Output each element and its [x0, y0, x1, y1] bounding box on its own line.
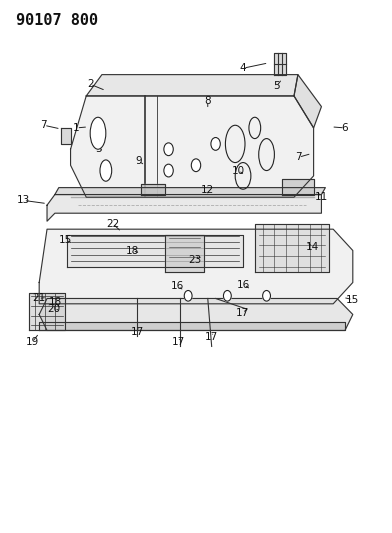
- Polygon shape: [67, 235, 243, 266]
- Text: 7: 7: [296, 152, 302, 162]
- Polygon shape: [55, 188, 325, 195]
- Polygon shape: [29, 293, 65, 330]
- Text: 22: 22: [106, 219, 120, 229]
- Polygon shape: [39, 229, 353, 304]
- Text: 21: 21: [32, 294, 45, 303]
- Text: 12: 12: [201, 185, 214, 195]
- Ellipse shape: [90, 117, 106, 149]
- Polygon shape: [255, 224, 329, 272]
- Polygon shape: [47, 195, 321, 221]
- Text: 15: 15: [59, 235, 73, 245]
- Text: 23: 23: [189, 255, 202, 265]
- Text: 18: 18: [126, 246, 139, 255]
- Text: 17: 17: [205, 332, 218, 342]
- Circle shape: [191, 159, 201, 172]
- Text: 17: 17: [131, 327, 144, 336]
- Polygon shape: [39, 298, 353, 330]
- Polygon shape: [61, 128, 71, 144]
- Text: 17: 17: [236, 308, 249, 318]
- Text: 16: 16: [237, 280, 250, 289]
- Text: 17: 17: [172, 337, 185, 347]
- Polygon shape: [39, 322, 345, 330]
- Polygon shape: [282, 179, 314, 195]
- Circle shape: [223, 290, 231, 301]
- Polygon shape: [294, 75, 321, 128]
- Text: 1: 1: [73, 123, 80, 133]
- Circle shape: [263, 290, 270, 301]
- Text: 15: 15: [346, 295, 359, 304]
- Text: 2: 2: [87, 79, 93, 89]
- Text: 19: 19: [25, 337, 39, 347]
- Polygon shape: [86, 75, 298, 96]
- Text: 18: 18: [49, 297, 62, 307]
- Circle shape: [164, 164, 173, 177]
- Text: 16: 16: [171, 281, 184, 291]
- Text: 14: 14: [306, 242, 319, 252]
- Text: 6: 6: [342, 123, 348, 133]
- Text: 5: 5: [273, 82, 279, 91]
- Circle shape: [184, 290, 192, 301]
- Text: 10: 10: [232, 166, 245, 175]
- Text: 90107 800: 90107 800: [16, 13, 98, 28]
- Polygon shape: [71, 96, 314, 197]
- Text: 4: 4: [240, 63, 246, 73]
- Text: 11: 11: [315, 192, 328, 202]
- Ellipse shape: [100, 160, 112, 181]
- Text: 20: 20: [47, 304, 61, 314]
- Text: 13: 13: [17, 196, 30, 205]
- Text: 3: 3: [95, 144, 101, 154]
- Polygon shape: [141, 184, 165, 195]
- Text: 7: 7: [41, 120, 47, 130]
- Polygon shape: [274, 53, 286, 75]
- Text: 8: 8: [205, 96, 211, 106]
- Text: 9: 9: [135, 156, 142, 166]
- Circle shape: [164, 143, 173, 156]
- Circle shape: [211, 138, 220, 150]
- Polygon shape: [165, 235, 204, 272]
